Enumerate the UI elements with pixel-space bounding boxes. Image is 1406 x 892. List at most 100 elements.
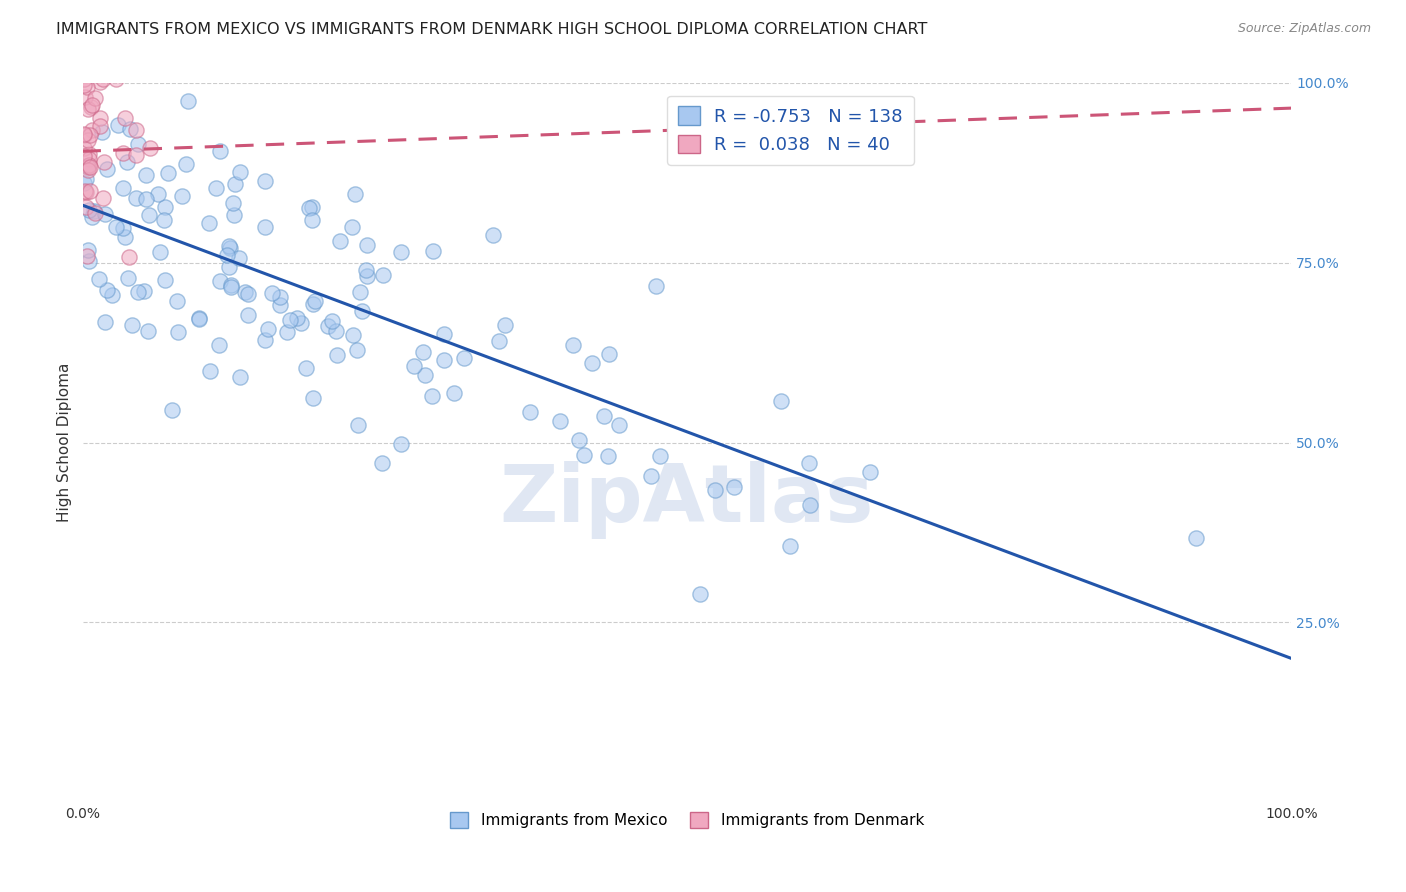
Point	[114, 230, 136, 244]
Point	[519, 405, 541, 419]
Point	[76, 160, 98, 174]
Point	[222, 208, 245, 222]
Point	[89, 119, 111, 133]
Y-axis label: High School Diploma: High School Diploma	[58, 363, 72, 523]
Point	[188, 312, 211, 326]
Point	[342, 328, 364, 343]
Point	[276, 325, 298, 339]
Point	[73, 149, 96, 163]
Point	[217, 248, 239, 262]
Point	[318, 318, 340, 333]
Point	[349, 285, 371, 299]
Point	[79, 160, 101, 174]
Point	[346, 343, 368, 357]
Point	[118, 121, 141, 136]
Point	[79, 128, 101, 142]
Point	[205, 180, 228, 194]
Point	[262, 285, 284, 300]
Point	[224, 177, 246, 191]
Point	[91, 72, 114, 87]
Point	[96, 161, 118, 176]
Point	[402, 359, 425, 374]
Point	[413, 368, 436, 382]
Point	[238, 308, 260, 322]
Point	[114, 112, 136, 126]
Point	[208, 144, 231, 158]
Point	[488, 334, 510, 349]
Point	[301, 212, 323, 227]
Point	[111, 220, 134, 235]
Point	[104, 72, 127, 87]
Point	[356, 237, 378, 252]
Point	[73, 78, 96, 92]
Point	[73, 128, 96, 142]
Point	[433, 353, 456, 368]
Point	[598, 449, 620, 463]
Point	[135, 168, 157, 182]
Point	[94, 206, 117, 220]
Point	[76, 79, 98, 94]
Point	[82, 123, 104, 137]
Point	[125, 147, 148, 161]
Point	[269, 290, 291, 304]
Point	[82, 211, 104, 225]
Point	[779, 539, 801, 553]
Point	[797, 456, 820, 470]
Point	[77, 243, 100, 257]
Point	[329, 234, 352, 248]
Point	[389, 437, 412, 451]
Point	[79, 185, 101, 199]
Point	[93, 191, 115, 205]
Point	[75, 201, 97, 215]
Point	[84, 91, 107, 105]
Point	[153, 273, 176, 287]
Point	[648, 449, 671, 463]
Point	[83, 203, 105, 218]
Point	[149, 244, 172, 259]
Point	[1185, 531, 1208, 545]
Text: ZipAtlas: ZipAtlas	[499, 461, 875, 539]
Point	[96, 283, 118, 297]
Point	[77, 202, 100, 217]
Point	[138, 208, 160, 222]
Point	[135, 192, 157, 206]
Point	[229, 165, 252, 179]
Point	[91, 125, 114, 139]
Point	[79, 153, 101, 167]
Point	[218, 260, 240, 275]
Point	[80, 97, 103, 112]
Point	[326, 348, 349, 362]
Point	[166, 293, 188, 308]
Point	[208, 273, 231, 287]
Point	[77, 162, 100, 177]
Point	[352, 304, 374, 318]
Point	[166, 326, 188, 340]
Point	[298, 202, 321, 216]
Point	[229, 370, 252, 384]
Point	[236, 287, 259, 301]
Point	[356, 268, 378, 283]
Point	[598, 347, 620, 361]
Point	[689, 586, 711, 600]
Point	[254, 333, 277, 347]
Point	[73, 176, 96, 190]
Point	[344, 186, 367, 201]
Point	[77, 147, 100, 161]
Point	[188, 310, 211, 325]
Point	[581, 356, 603, 370]
Point	[704, 483, 727, 497]
Point	[482, 227, 505, 242]
Point	[340, 220, 363, 235]
Point	[572, 449, 595, 463]
Point	[160, 402, 183, 417]
Point	[770, 393, 793, 408]
Point	[253, 173, 276, 187]
Point	[325, 324, 347, 338]
Point	[218, 239, 240, 253]
Point	[79, 100, 101, 114]
Point	[155, 200, 177, 214]
Point	[302, 297, 325, 311]
Point	[593, 409, 616, 423]
Point	[422, 244, 444, 259]
Point	[77, 133, 100, 147]
